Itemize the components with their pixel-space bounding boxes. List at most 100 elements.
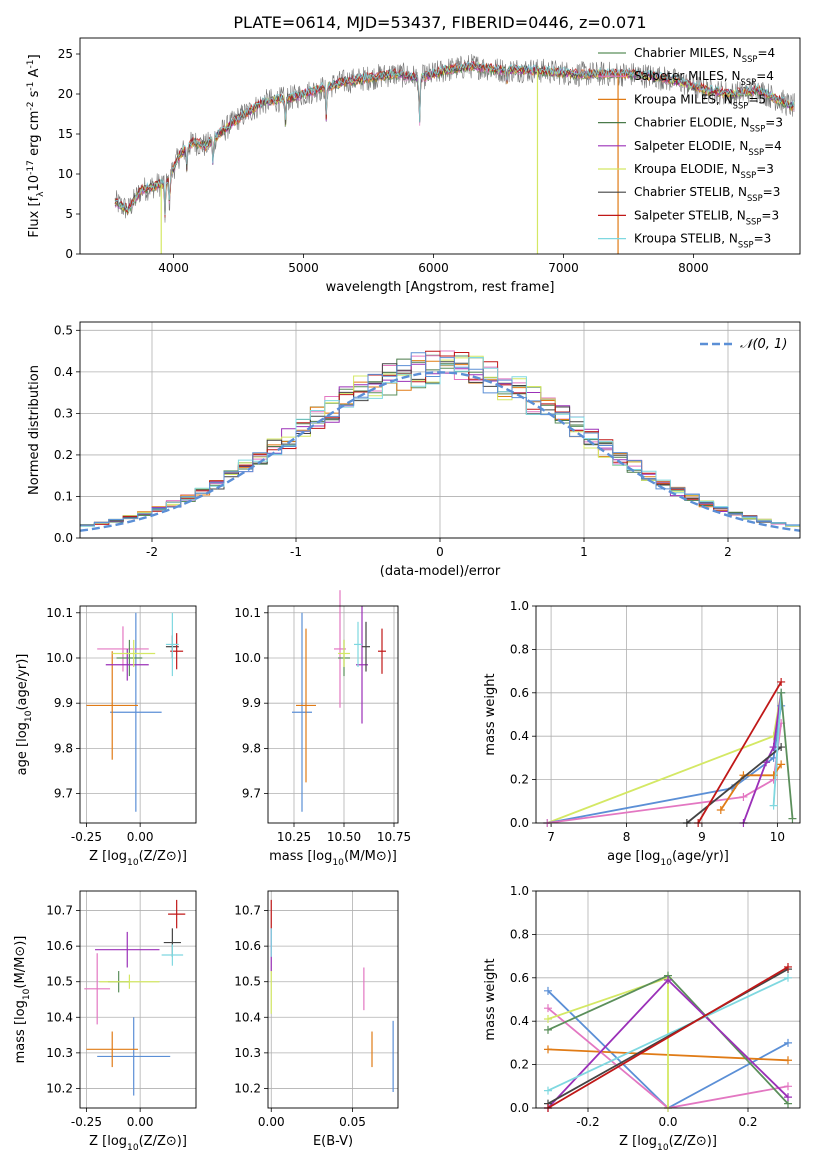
x-axis-label: Z [log10(Z/Z⊙)] bbox=[89, 849, 187, 868]
series-marker bbox=[544, 1086, 552, 1095]
legend-entry: Salpeter MILES, NSSP=4 bbox=[634, 69, 774, 87]
series bbox=[739, 688, 786, 827]
series-marker bbox=[784, 962, 792, 971]
y-tick-label: 0.0 bbox=[510, 816, 529, 830]
x-tick-label: 0.00 bbox=[127, 830, 154, 844]
x-tick-label: 10 bbox=[770, 830, 785, 844]
y-tick-label: 0.3 bbox=[54, 406, 73, 420]
series bbox=[777, 688, 797, 823]
x-tick-label: 8 bbox=[623, 830, 631, 844]
y-tick-label: 0.4 bbox=[510, 1014, 529, 1028]
series-marker bbox=[788, 814, 797, 823]
y-tick-label: 0.8 bbox=[510, 927, 529, 941]
series-marker bbox=[716, 805, 725, 814]
series-marker bbox=[777, 743, 786, 752]
mass-weight-vs-age-panel: 7 8 9 10 0.0 0.2 0.4 0.6 0.8 1.0 age [log10(age/yr… bbox=[483, 599, 801, 868]
legend-entry: Chabrier STELIB, NSSP=3 bbox=[634, 185, 780, 203]
y-tick-label: 0.6 bbox=[510, 686, 529, 700]
x-axis-label: wavelength [Angstrom, rest frame] bbox=[326, 280, 555, 295]
legend-entry: Salpeter ELODIE, NSSP=4 bbox=[634, 139, 782, 157]
x-tick-label: -0.25 bbox=[71, 1115, 102, 1129]
age-vs-metallicity-panel: -0.25 0.00 9.7 9.8 9.9 10.0 10.1 Z [log10(Z/Z⊙)… bbox=[15, 605, 197, 868]
legend-entry: Kroupa ELODIE, NSSP=3 bbox=[634, 162, 774, 180]
age-vs-mass-panel: 10.25 10.50 10.75 9.7 9.8 9.9 10.0 10.1 mass [lo… bbox=[234, 590, 411, 868]
x-tick-label: -0.2 bbox=[576, 1115, 599, 1129]
y-tick-label: 0.0 bbox=[54, 531, 73, 545]
y-tick-label: 1.0 bbox=[510, 599, 529, 613]
x-axis-label: (data-model)/error bbox=[380, 564, 501, 579]
spectrum-panel: 4000 5000 6000 7000 8000 0 5 10 15 20 25 Chabrier M… bbox=[26, 37, 801, 295]
mass-vs-metallicity-panel: -0.25 0.00 10.2 10.3 10.4 10.5 10.6 10.7 Z [log1… bbox=[13, 890, 197, 1153]
axes-frame bbox=[79, 890, 197, 1109]
data-point bbox=[110, 612, 162, 812]
y-tick-label: 10.1 bbox=[234, 606, 261, 620]
series-marker bbox=[784, 1082, 792, 1091]
model-spectrum-line bbox=[114, 61, 795, 216]
y-tick-label: 20 bbox=[58, 87, 73, 101]
y-tick-label: 10.1 bbox=[46, 606, 73, 620]
y-tick-label: 15 bbox=[58, 127, 73, 141]
data-point bbox=[378, 628, 386, 674]
legend-entry: Salpeter STELIB, NSSP=3 bbox=[634, 208, 779, 226]
series bbox=[694, 677, 786, 827]
series-marker bbox=[664, 975, 672, 984]
x-tick-label: 0.00 bbox=[127, 1115, 154, 1129]
x-axis-label: Z [log10(Z/Z⊙)] bbox=[89, 1134, 187, 1153]
series-line bbox=[546, 692, 782, 824]
data-point bbox=[84, 953, 111, 1025]
x-tick-label: 10.25 bbox=[277, 830, 311, 844]
axes-frame bbox=[79, 321, 801, 539]
y-tick-label: 0.4 bbox=[54, 365, 73, 379]
series-marker bbox=[739, 792, 748, 801]
y-tick-label: 10.0 bbox=[234, 651, 261, 665]
series-line bbox=[772, 692, 782, 806]
y-tick-label: 10 bbox=[58, 167, 73, 181]
series bbox=[682, 743, 786, 827]
y-tick-label: 25 bbox=[58, 47, 73, 61]
y-axis-label: Flux [fλ10-17 erg cm-2 s-1 A-1] bbox=[26, 54, 46, 237]
x-tick-label: 0.2 bbox=[738, 1115, 757, 1129]
mass-vs-ebv-panel: 0.00 0.05 10.2 10.3 10.4 10.5 10.6 10.7 E(B-V) bbox=[234, 890, 399, 1149]
data-point bbox=[97, 626, 149, 672]
y-tick-label: 0.2 bbox=[510, 1058, 529, 1072]
x-axis-label: age [log10(age/yr)] bbox=[607, 849, 729, 868]
y-tick-label: 10.7 bbox=[234, 904, 261, 918]
x-tick-label: 0.05 bbox=[339, 1115, 366, 1129]
y-tick-label: 9.7 bbox=[242, 787, 261, 801]
data-point bbox=[165, 612, 179, 677]
x-tick-label: 0.0 bbox=[658, 1115, 677, 1129]
y-tick-label: 0.2 bbox=[510, 773, 529, 787]
series-marker bbox=[784, 1056, 792, 1065]
series-line bbox=[547, 976, 789, 1092]
data-point bbox=[97, 1017, 171, 1096]
x-axis-label: mass [log10(M/M⊙)] bbox=[269, 849, 397, 868]
x-tick-label: 9 bbox=[698, 830, 706, 844]
residuals-histogram-panel: -2 -1 0 1 2 0.0 0.1 0.2 0.3 0.4 0.5 𝒩(0, 1) (data-mo… bbox=[27, 321, 801, 579]
data-point bbox=[161, 944, 184, 966]
y-tick-label: 0.8 bbox=[510, 642, 529, 656]
y-axis-label: age [log10(age/yr)] bbox=[15, 654, 34, 776]
y-tick-label: 10.2 bbox=[46, 1081, 73, 1095]
series-line bbox=[742, 692, 782, 824]
data-point bbox=[116, 639, 143, 677]
series-marker bbox=[544, 1025, 552, 1034]
axes-frame bbox=[267, 890, 399, 1109]
series-line bbox=[547, 966, 789, 1109]
histograms bbox=[80, 350, 800, 532]
y-axis-label: mass [log10(M/M⊙)] bbox=[13, 936, 32, 1064]
x-axis-label: Z [log10(Z/Z⊙)] bbox=[619, 1134, 717, 1153]
spectrum-curves bbox=[114, 54, 795, 254]
y-tick-label: 0.2 bbox=[54, 448, 73, 462]
data-point bbox=[105, 648, 149, 681]
data-point bbox=[338, 639, 350, 668]
series-marker bbox=[777, 688, 786, 697]
x-tick-label: 1 bbox=[580, 545, 588, 559]
x-tick-label: 6000 bbox=[418, 261, 449, 275]
x-tick-label: -1 bbox=[290, 545, 302, 559]
series-marker bbox=[777, 760, 786, 769]
y-tick-label: 0.4 bbox=[510, 729, 529, 743]
series-line bbox=[547, 723, 782, 824]
series-marker bbox=[784, 1093, 792, 1102]
x-tick-label: 7 bbox=[547, 830, 555, 844]
y-tick-label: 9.9 bbox=[54, 696, 73, 710]
